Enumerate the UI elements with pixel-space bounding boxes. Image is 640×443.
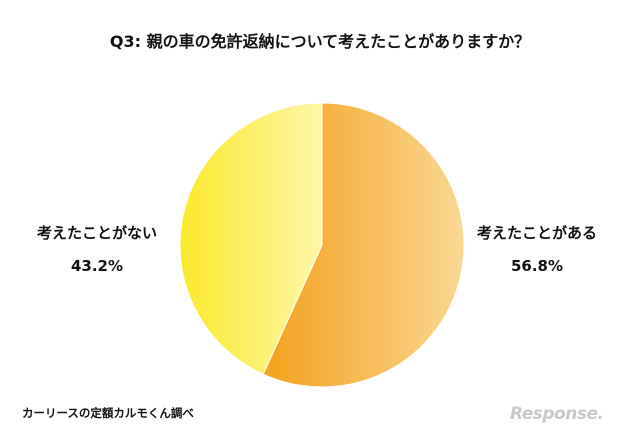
slice-label-yes-name: 考えたことがある: [476, 224, 597, 242]
pie-slice-0: [262, 102, 465, 388]
chart-title: Q3: 親の車の免許返納について考えたことがありますか？: [109, 32, 531, 51]
response-watermark-logo: Response.: [510, 404, 604, 424]
slice-label-no-name: 考えたことがない: [36, 224, 157, 242]
source-note: カーリースの定額カルモくん調べ: [22, 406, 194, 420]
slice-label-no-value: 43.2%: [70, 257, 124, 275]
pie-slice-1: [179, 102, 323, 375]
slice-label-yes-value: 56.8%: [510, 257, 564, 275]
slice-label-yes: 考えたことがある 56.8%: [462, 222, 612, 275]
slice-label-no: 考えたことがない 43.2%: [22, 222, 172, 275]
